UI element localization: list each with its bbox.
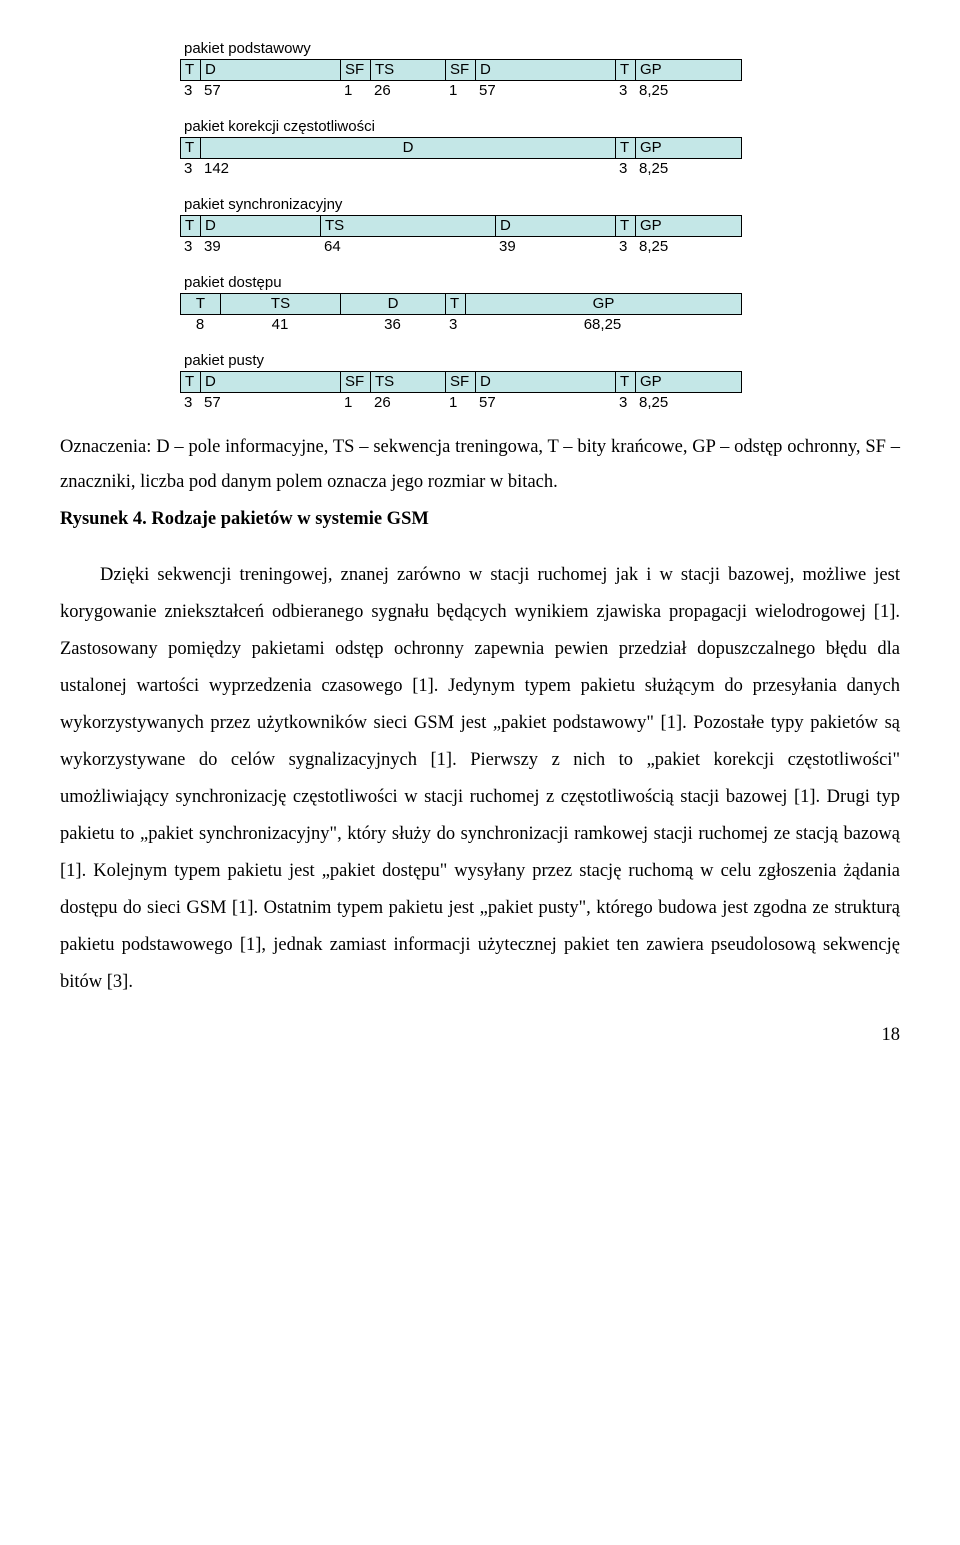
packet-cell: T bbox=[616, 372, 636, 392]
packet-cell: D bbox=[496, 216, 616, 236]
packet-cell: GP bbox=[466, 294, 741, 314]
packet-diagram: pakiet podstawowyTDSFTSSFDTGP35712615738… bbox=[180, 40, 900, 100]
packet-value: 3 bbox=[180, 160, 200, 178]
packet-value: 3 bbox=[445, 316, 465, 334]
packet-value: 57 bbox=[200, 82, 340, 100]
packet-cell: T bbox=[181, 138, 201, 158]
packet-title: pakiet pusty bbox=[184, 352, 900, 369]
packet-values: 314238,25 bbox=[180, 160, 740, 178]
packet-cell: TS bbox=[221, 294, 341, 314]
packet-cell: SF bbox=[341, 372, 371, 392]
packet-value: 57 bbox=[200, 394, 340, 412]
packet-value: 3 bbox=[180, 82, 200, 100]
packet-value: 26 bbox=[370, 394, 445, 412]
packet-cell: T bbox=[616, 138, 636, 158]
packet-cell: D bbox=[201, 138, 616, 158]
packet-value: 8,25 bbox=[635, 160, 740, 178]
packet-value: 64 bbox=[320, 238, 495, 256]
packet-values: 84136368,25 bbox=[180, 316, 740, 334]
packet-value: 1 bbox=[340, 82, 370, 100]
packet-cell: D bbox=[201, 372, 341, 392]
body-paragraph: Dzięki sekwencji treningowej, znanej zar… bbox=[60, 557, 900, 1001]
packet-cell: T bbox=[616, 60, 636, 80]
packet-cell: SF bbox=[446, 60, 476, 80]
packet-cell: D bbox=[201, 60, 341, 80]
packet-value: 1 bbox=[445, 82, 475, 100]
packet-cell: D bbox=[341, 294, 446, 314]
packet-diagram: pakiet pustyTDSFTSSFDTGP35712615738,25 bbox=[180, 352, 900, 412]
packet-values: 35712615738,25 bbox=[180, 82, 740, 100]
packet-cell: TS bbox=[371, 372, 446, 392]
packet-cell: D bbox=[476, 372, 616, 392]
page-number: 18 bbox=[60, 1025, 900, 1046]
packet-title: pakiet podstawowy bbox=[184, 40, 900, 57]
packet-row: TDTGP bbox=[180, 137, 742, 159]
figure-ref: Rysunek 4. Rodzaje pakietów w systemie G… bbox=[60, 502, 900, 537]
packet-cell: GP bbox=[636, 60, 741, 80]
packet-value: 1 bbox=[340, 394, 370, 412]
packet-diagram: pakiet dostępuTTSDTGP84136368,25 bbox=[180, 274, 900, 334]
packet-value: 8,25 bbox=[635, 238, 740, 256]
packet-value: 36 bbox=[340, 316, 445, 334]
packet-value: 3 bbox=[180, 394, 200, 412]
packet-cell: T bbox=[446, 294, 466, 314]
packet-value: 3 bbox=[615, 160, 635, 178]
packet-value: 39 bbox=[200, 238, 320, 256]
packet-value: 8 bbox=[180, 316, 220, 334]
packet-title: pakiet korekcji częstotliwości bbox=[184, 118, 900, 135]
packet-value: 8,25 bbox=[635, 394, 740, 412]
packet-values: 35712615738,25 bbox=[180, 394, 740, 412]
packet-diagram: pakiet korekcji częstotliwościTDTGP31423… bbox=[180, 118, 900, 178]
packet-value: 3 bbox=[615, 394, 635, 412]
packet-title: pakiet synchronizacyjny bbox=[184, 196, 900, 213]
packet-cell: TS bbox=[371, 60, 446, 80]
packet-cell: T bbox=[181, 372, 201, 392]
packet-cell: SF bbox=[446, 372, 476, 392]
packet-cell: T bbox=[181, 60, 201, 80]
packet-cell: T bbox=[181, 294, 221, 314]
packet-diagram: pakiet synchronizacyjnyTDTSDTGP339643938… bbox=[180, 196, 900, 256]
packet-cell: D bbox=[201, 216, 321, 236]
packet-cell: SF bbox=[341, 60, 371, 80]
packet-value: 1 bbox=[445, 394, 475, 412]
packet-values: 339643938,25 bbox=[180, 238, 740, 256]
packet-value: 142 bbox=[200, 160, 615, 178]
packet-value: 39 bbox=[495, 238, 615, 256]
packet-value: 8,25 bbox=[635, 82, 740, 100]
packet-value: 26 bbox=[370, 82, 445, 100]
legend-caption: Oznaczenia: D – pole informacyjne, TS – … bbox=[60, 430, 900, 500]
packet-cell: GP bbox=[636, 372, 741, 392]
packet-value: 3 bbox=[180, 238, 200, 256]
packet-row: TDSFTSSFDTGP bbox=[180, 59, 742, 81]
packet-cell: GP bbox=[636, 216, 741, 236]
packet-diagrams: pakiet podstawowyTDSFTSSFDTGP35712615738… bbox=[180, 40, 900, 412]
packet-row: TDTSDTGP bbox=[180, 215, 742, 237]
packet-row: TDSFTSSFDTGP bbox=[180, 371, 742, 393]
packet-cell: T bbox=[181, 216, 201, 236]
packet-value: 3 bbox=[615, 238, 635, 256]
packet-title: pakiet dostępu bbox=[184, 274, 900, 291]
packet-row: TTSDTGP bbox=[180, 293, 742, 315]
packet-cell: D bbox=[476, 60, 616, 80]
packet-value: 41 bbox=[220, 316, 340, 334]
packet-value: 3 bbox=[615, 82, 635, 100]
packet-value: 57 bbox=[475, 394, 615, 412]
packet-cell: TS bbox=[321, 216, 496, 236]
packet-cell: GP bbox=[636, 138, 741, 158]
packet-value: 57 bbox=[475, 82, 615, 100]
packet-value: 68,25 bbox=[465, 316, 740, 334]
packet-cell: T bbox=[616, 216, 636, 236]
